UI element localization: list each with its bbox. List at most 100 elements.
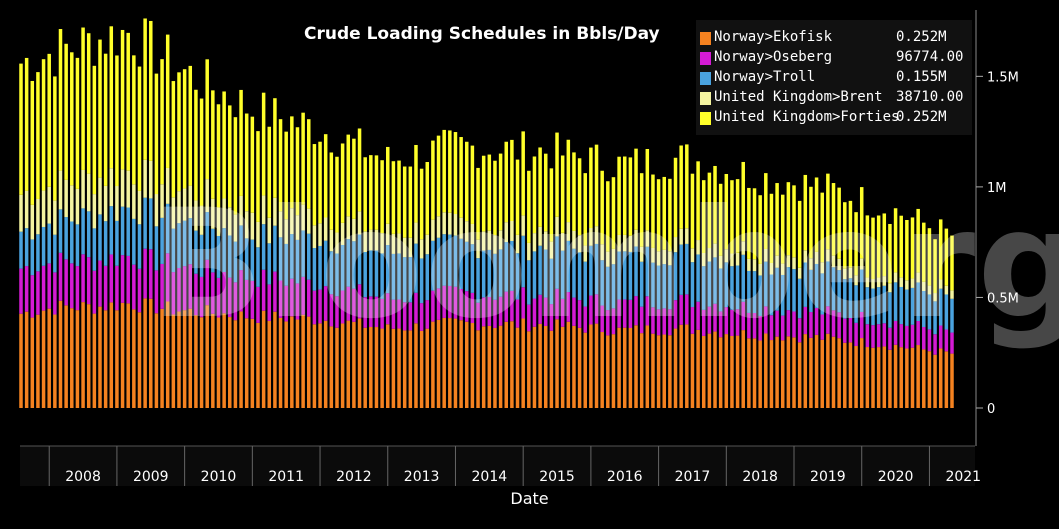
bar-segment-norway-troll [718, 268, 723, 312]
bar-segment-united-kingdom-brent [854, 275, 858, 286]
bar-segment-norway-ekofisk [340, 323, 345, 408]
bar-segment-norway-troll [583, 261, 587, 307]
bar-segment-norway-oseberg [532, 298, 537, 327]
bar-segment-united-kingdom-forties [470, 145, 475, 224]
bar-segment-norway-oseberg [515, 299, 520, 328]
bar-segment-norway-troll [865, 287, 870, 325]
bar-segment-norway-troll [758, 275, 762, 316]
bar-segment-norway-oseberg [408, 302, 413, 331]
bar-segment-united-kingdom-brent [115, 186, 119, 221]
bar-segment-norway-oseberg [498, 296, 503, 326]
bar-segment-norway-troll [876, 287, 881, 325]
bar-segment-norway-ekofisk [335, 327, 339, 408]
bar-segment-norway-troll [402, 257, 407, 303]
bar-segment-united-kingdom-brent [673, 237, 678, 253]
bar-segment-norway-ekofisk [402, 330, 407, 408]
bar-segment-norway-oseberg [876, 324, 881, 348]
bar-segment-united-kingdom-brent [369, 229, 373, 251]
bar-segment-united-kingdom-brent [577, 235, 582, 253]
bar-segment-united-kingdom-brent [64, 179, 68, 218]
bar-segment-norway-oseberg [910, 324, 915, 348]
bar-segment-norway-oseberg [893, 320, 898, 345]
bar-segment-norway-troll [115, 220, 119, 266]
bar-segment-norway-oseberg [775, 310, 779, 337]
bar-segment-united-kingdom-brent [668, 251, 672, 266]
bar-segment-united-kingdom-forties [826, 173, 830, 250]
bar-segment-norway-oseberg [656, 309, 661, 336]
bar-segment-united-kingdom-forties [419, 168, 424, 240]
bar-segment-united-kingdom-brent [239, 195, 243, 226]
bar-segment-norway-troll [752, 271, 757, 314]
legend-value: 38710.00 [896, 89, 964, 105]
bar-segment-norway-oseberg [301, 276, 305, 315]
bar-segment-norway-oseberg [307, 279, 311, 317]
x-tick-label: 2013 [404, 469, 440, 485]
legend-value: 0.252M [896, 29, 947, 45]
bar-segment-norway-troll [476, 258, 480, 303]
bar-segment-united-kingdom-brent [865, 277, 870, 288]
bar-segment-united-kingdom-forties [882, 213, 887, 277]
bar-segment-norway-oseberg [115, 265, 119, 311]
bar-segment-norway-oseberg [222, 272, 226, 314]
bar-segment-norway-oseberg [346, 286, 351, 321]
bar-segment-norway-troll [713, 257, 717, 304]
legend-swatch-forties [700, 112, 711, 125]
x-tick-label: 2017 [675, 469, 711, 485]
bar-segment-norway-ekofisk [436, 319, 441, 408]
bar-segment-norway-ekofisk [459, 320, 463, 408]
bar-segment-united-kingdom-forties [408, 166, 413, 238]
bar-segment-norway-oseberg [160, 263, 164, 309]
bar-segment-norway-ekofisk [814, 334, 819, 408]
bar-segment-united-kingdom-forties [651, 174, 655, 248]
bar-segment-norway-ekofisk [944, 351, 949, 408]
bar-segment-united-kingdom-forties [871, 217, 875, 280]
bar-segment-norway-oseberg [171, 272, 176, 315]
bar-segment-united-kingdom-forties [544, 153, 548, 232]
bar-segment-united-kingdom-brent [515, 234, 520, 254]
bar-segment-norway-ekofisk [391, 328, 396, 408]
bar-segment-united-kingdom-forties [780, 194, 785, 264]
bar-segment-united-kingdom-brent [58, 170, 63, 210]
bar-segment-united-kingdom-brent [797, 267, 802, 279]
bar-segment-norway-troll [149, 198, 153, 250]
watermark: Bloomberg [150, 178, 1059, 352]
bar-segment-norway-ekofisk [228, 317, 232, 408]
bar-segment-united-kingdom-forties [707, 172, 712, 249]
bar-segment-norway-oseberg [194, 273, 198, 316]
bar-segment-united-kingdom-brent [927, 285, 932, 295]
bar-segment-united-kingdom-brent [916, 272, 920, 283]
bar-segment-united-kingdom-brent [250, 212, 255, 240]
bar-segment-norway-troll [622, 251, 627, 300]
bar-segment-norway-oseberg [848, 317, 853, 343]
bar-segment-norway-ekofisk [431, 321, 435, 408]
bar-segment-norway-ekofisk [386, 324, 390, 408]
bar-segment-norway-oseberg [98, 260, 102, 307]
bar-segment-norway-oseberg [713, 303, 717, 332]
bar-segment-united-kingdom-forties [261, 92, 266, 196]
bar-segment-norway-ekofisk [465, 321, 469, 408]
bar-segment-norway-oseberg [718, 311, 723, 338]
x-tick-label: 2014 [472, 469, 508, 485]
bar-segment-united-kingdom-forties [244, 113, 249, 212]
bar-segment-united-kingdom-forties [86, 33, 91, 174]
bar-segment-norway-ekofisk [323, 320, 328, 408]
bar-segment-norway-ekofisk [103, 310, 108, 408]
bar-segment-norway-oseberg [414, 292, 418, 324]
bar-segment-norway-oseberg [747, 312, 751, 339]
bar-segment-united-kingdom-brent [363, 231, 367, 253]
bar-segment-norway-ekofisk [634, 325, 638, 408]
bar-segment-norway-oseberg [250, 280, 255, 319]
bar-segment-united-kingdom-brent [888, 283, 892, 293]
bar-segment-united-kingdom-brent [859, 258, 864, 270]
bar-segment-united-kingdom-brent [786, 255, 791, 268]
bar-segment-norway-ekofisk [126, 303, 130, 408]
bar-segment-norway-oseberg [510, 290, 514, 322]
y-tick-label: 0.5M [987, 291, 1019, 306]
bar-segment-united-kingdom-brent [194, 200, 198, 231]
bar-segment-norway-ekofisk [628, 328, 633, 408]
bar-segment-united-kingdom-brent [622, 234, 627, 252]
bar-segment-united-kingdom-brent [775, 255, 779, 268]
bar-segment-united-kingdom-forties [380, 160, 384, 234]
bar-segment-norway-ekofisk [724, 334, 729, 408]
legend-swatch-ekofisk [700, 32, 711, 45]
